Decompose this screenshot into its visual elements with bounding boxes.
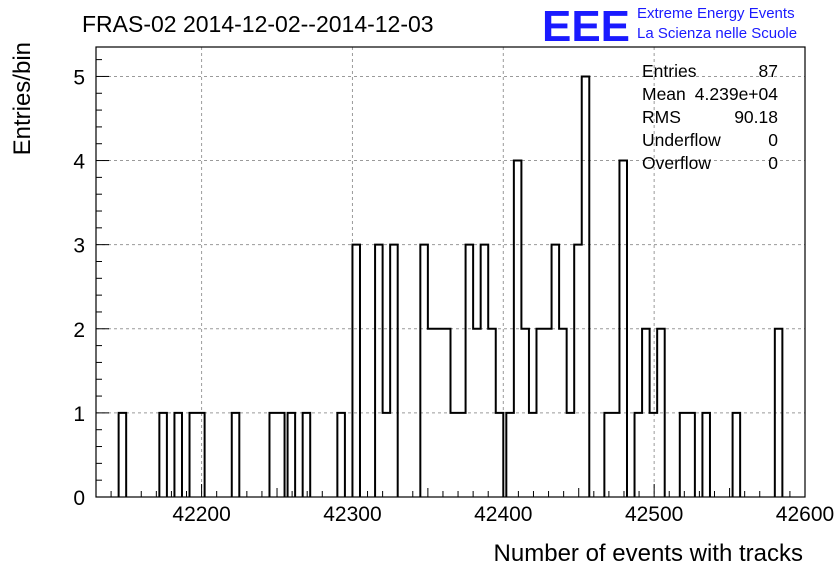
y-tick-label: 2	[73, 319, 85, 342]
logo-line-2: La Scienza nelle Scuole	[637, 25, 797, 42]
y-tick-label: 1	[73, 403, 85, 426]
histogram-bin	[506, 413, 514, 497]
histogram-outline	[117, 75, 784, 497]
x-tick-label: 42300	[323, 503, 381, 526]
histogram-bin	[420, 245, 428, 497]
histogram-bin	[582, 76, 590, 497]
stats-label: Entries	[642, 61, 697, 81]
x-tick-label: 42500	[625, 503, 683, 526]
histogram-bin	[269, 413, 277, 497]
x-axis-title: Number of events with tracks	[494, 540, 803, 567]
histogram-bin	[604, 413, 612, 497]
histogram-bin	[529, 413, 537, 497]
histogram-bin	[352, 245, 360, 497]
histogram-bin	[680, 413, 688, 497]
stats-label: Underflow	[642, 130, 721, 150]
x-tick-label: 42200	[172, 503, 230, 526]
histogram-bin	[733, 413, 741, 497]
logo-line-1: Extreme Energy Events	[637, 5, 795, 22]
x-tick-label: 42600	[776, 503, 834, 526]
histogram-bin	[612, 413, 620, 497]
y-tick-label: 5	[73, 66, 85, 89]
histogram-bin	[702, 413, 710, 497]
histogram-bin	[567, 413, 575, 497]
histogram-bin	[174, 413, 182, 497]
stats-label: Overflow	[642, 153, 711, 173]
histogram-bin	[190, 413, 198, 497]
stats-label: RMS	[642, 107, 681, 127]
histogram-bin	[288, 413, 296, 497]
histogram-bin	[458, 413, 466, 497]
plot-frame	[95, 46, 806, 498]
y-axis-title: Entries/bin	[9, 42, 36, 155]
stats-value: 0	[768, 130, 778, 150]
histogram-bin	[451, 413, 459, 497]
y-tick-label: 3	[73, 235, 85, 258]
logo-letters: EEE	[542, 2, 630, 51]
histogram-bin	[574, 245, 582, 497]
stats-value: 0	[768, 153, 778, 173]
histogram-bin	[481, 245, 489, 497]
histogram-bin	[390, 245, 398, 497]
histogram-bin	[277, 413, 285, 497]
chart-title: FRAS-02 2014-12-02--2014-12-03	[82, 11, 434, 37]
histogram-bin	[383, 413, 391, 497]
histogram-bin	[466, 245, 474, 497]
histogram-bin	[687, 413, 695, 497]
grid	[96, 47, 805, 497]
stats-value: 90.18	[734, 107, 778, 127]
stats-value: 4.239e+04	[695, 84, 778, 104]
axis-ticks	[95, 59, 806, 498]
histogram-bin	[303, 413, 311, 497]
y-tick-label: 4	[73, 151, 85, 174]
histogram-bin	[232, 413, 240, 497]
histogram-bin	[197, 413, 205, 497]
histogram-bin	[496, 413, 504, 497]
histogram-bin	[552, 245, 560, 497]
histogram-bin	[635, 413, 643, 497]
histogram-bin	[119, 413, 127, 497]
stats-box: Entries 87 Mean 4.239e+04 RMS 90.18 Underflow 0…	[642, 61, 778, 173]
histogram-bin	[375, 245, 383, 497]
histogram-bin	[159, 413, 167, 497]
stats-value: 87	[759, 61, 778, 81]
histogram-bin	[650, 413, 658, 497]
stats-label: Mean	[642, 84, 686, 104]
eee-logo: EEE Extreme Energy Events La Scienza nel…	[542, 2, 797, 51]
x-tick-label: 42400	[474, 503, 532, 526]
y-tick-label: 0	[73, 487, 85, 510]
x-tick-labels: 42200 42300 42400 42500 42600	[172, 503, 834, 526]
y-tick-labels: 0 1 2 3 4 5	[73, 66, 85, 510]
histogram-bin	[337, 413, 345, 497]
